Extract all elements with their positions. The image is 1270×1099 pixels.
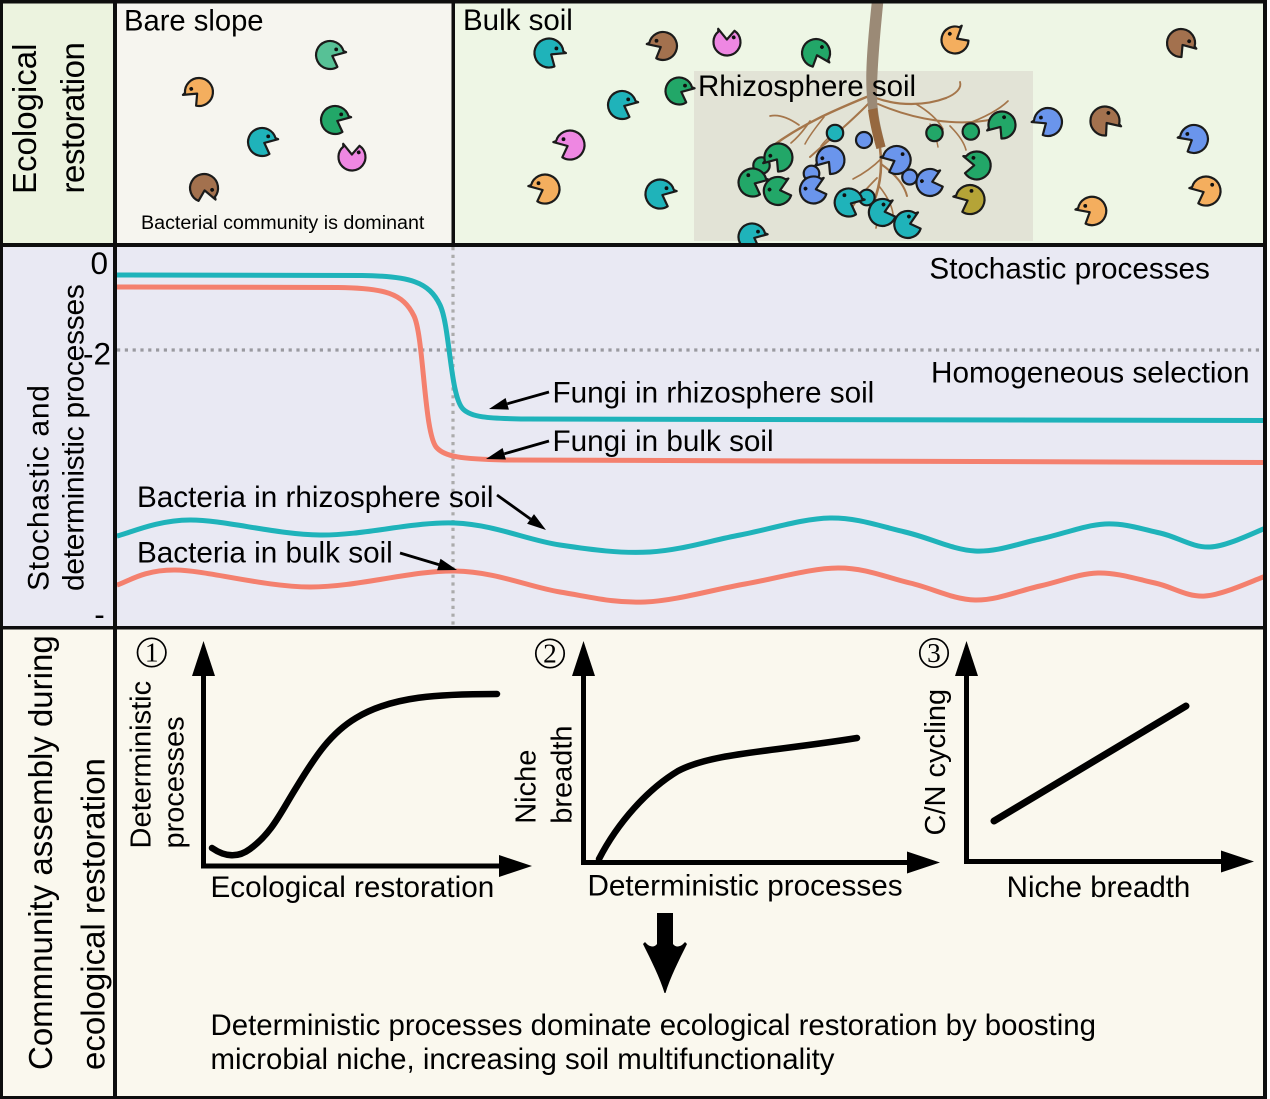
svg-text:Niche: Niche: [510, 750, 542, 824]
svg-text:Deterministic processes: Deterministic processes: [587, 870, 902, 903]
svg-text:Bare slope: Bare slope: [124, 6, 264, 38]
svg-text:microbial niche, increasing so: microbial niche, increasing soil multifu…: [211, 1043, 835, 1076]
svg-text:3: 3: [927, 638, 941, 668]
svg-text:1: 1: [145, 638, 159, 668]
svg-text:Ecological restoration: Ecological restoration: [210, 871, 494, 904]
svg-text:Rhizosphere soil: Rhizosphere soil: [698, 70, 916, 103]
svg-text:Bacterial community is dominan: Bacterial community is dominant: [141, 212, 425, 234]
svg-text:Bacteria in bulk soil: Bacteria in bulk soil: [137, 537, 393, 570]
svg-text:breadth: breadth: [547, 725, 579, 823]
svg-text:Ecological: Ecological: [6, 44, 43, 194]
svg-text:Deterministic processes domina: Deterministic processes dominate ecologi…: [211, 1009, 1096, 1042]
svg-text:-: -: [94, 596, 105, 632]
svg-text:Commnunity assembly during: Commnunity assembly during: [22, 635, 59, 1070]
svg-text:processes: processes: [159, 716, 191, 848]
svg-text:Bacteria in rhizosphere soil: Bacteria in rhizosphere soil: [137, 481, 493, 514]
svg-text:ecological restoration: ecological restoration: [75, 758, 112, 1070]
svg-text:Deterministic: Deterministic: [126, 681, 158, 849]
svg-text:Niche breadth: Niche breadth: [1007, 871, 1191, 904]
svg-text:Homogeneous selection: Homogeneous selection: [931, 356, 1250, 389]
svg-text:restoration: restoration: [54, 43, 91, 194]
svg-text:Bulk soil: Bulk soil: [463, 4, 573, 37]
svg-text:C/N cycling: C/N cycling: [920, 689, 952, 836]
svg-text:0: 0: [90, 245, 108, 281]
svg-text:Stochastic and: Stochastic and: [23, 384, 56, 591]
svg-text:2: 2: [543, 639, 557, 669]
svg-text:Fungi in bulk soil: Fungi in bulk soil: [553, 425, 774, 458]
svg-text:deterministic processes: deterministic processes: [58, 284, 91, 591]
svg-text:Fungi in rhizosphere soil: Fungi in rhizosphere soil: [553, 377, 875, 410]
svg-text:Stochastic processes: Stochastic processes: [929, 252, 1210, 285]
svg-text:-2: -2: [83, 336, 111, 372]
